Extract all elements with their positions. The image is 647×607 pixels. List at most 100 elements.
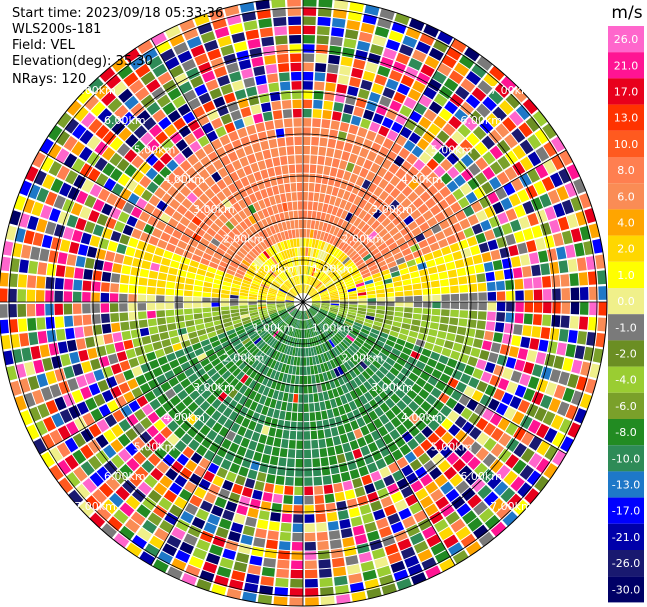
gate-cell [410,209,422,220]
gate-cell [489,145,504,160]
gate-cell [443,78,459,92]
gate-cell [355,282,365,288]
gate-cell [305,275,309,284]
gate-cell [311,295,320,300]
gate-cell [475,417,489,431]
gate-cell [324,318,333,325]
gate-cell [308,238,313,248]
gate-cell [385,357,396,366]
gate-cell [330,271,338,279]
gate-cell [576,376,588,392]
gate-cell [535,163,549,179]
gate-cell [445,397,458,409]
gate-cell [351,67,364,79]
gate-cell [474,263,485,274]
gate-cell [404,362,415,372]
gate-cell [492,259,503,271]
gate-cell [560,436,574,453]
gate-cell [483,422,496,436]
gate-cell [414,407,426,419]
gate-cell [372,252,382,260]
gate-cell [340,254,348,263]
gate-cell [432,151,446,164]
gate-cell [339,65,352,76]
gate-cell [455,381,467,393]
gate-cell [321,302,330,305]
gate-cell [467,456,481,470]
gate-cell [406,336,417,344]
gate-cell [320,305,330,309]
gate-cell [357,310,366,315]
gate-cell [320,306,329,311]
gate-cell [385,371,396,382]
gate-cell [385,222,396,232]
gate-cell [431,223,442,234]
gate-cell [413,295,423,302]
gate-cell [475,210,488,222]
gate-cell [395,296,404,302]
gate-cell [393,281,403,287]
gate-cell [357,220,366,230]
gate-cell [408,413,420,425]
gate-cell [404,341,415,350]
gate-cell [383,278,393,285]
gate-cell [542,302,552,314]
gate-cell [595,254,606,269]
gate-cell [463,227,475,238]
gate-cell [378,178,389,190]
gate-cell [349,302,358,305]
gate-cell [428,328,438,337]
gate-cell [316,35,329,45]
gate-cell [423,364,434,375]
gate-cell [431,287,441,295]
gate-cell [458,276,468,285]
gate-cell [419,191,431,203]
gate-cell [474,403,487,416]
gate-cell [471,87,487,102]
gate-cell [349,238,358,247]
gate-cell [357,187,367,198]
gate-cell [426,216,438,228]
gate-cell [344,259,353,267]
gate-cell [544,427,558,443]
gate-cell [432,192,444,204]
gate-cell [329,235,336,245]
gate-cell [421,348,432,358]
gate-cell [365,283,375,289]
gate-cell [424,341,434,351]
gate-cell [511,128,526,143]
gate-cell [333,149,343,159]
gate-cell [411,277,421,284]
gate-cell [366,216,376,226]
gate-cell [481,252,492,263]
gate-cell [371,83,384,95]
gate-cell [333,248,341,257]
gate-cell [344,212,353,222]
gate-cell [373,276,383,283]
gate-cell [456,267,467,277]
gate-cell [326,73,338,83]
gate-cell [379,190,389,201]
gate-cell [382,138,394,150]
gate-cell [309,308,317,315]
gate-cell [463,117,478,131]
gate-cell [355,351,365,360]
gate-cell [465,191,478,204]
gate-cell [454,259,465,269]
gate-cell [329,326,337,334]
gate-cell [588,223,600,239]
gate-cell [571,359,583,374]
gate-cell [520,336,531,349]
gate-cell [461,248,472,258]
gate-cell [399,209,410,220]
gate-cell [378,352,388,361]
gate-cell [395,113,408,126]
gate-cell [385,292,395,298]
gate-cell [387,335,398,343]
gate-cell [370,328,380,335]
gate-cell [460,101,475,116]
gate-cell [440,158,453,172]
gate-cell [306,219,311,229]
gate-cell [541,176,555,192]
